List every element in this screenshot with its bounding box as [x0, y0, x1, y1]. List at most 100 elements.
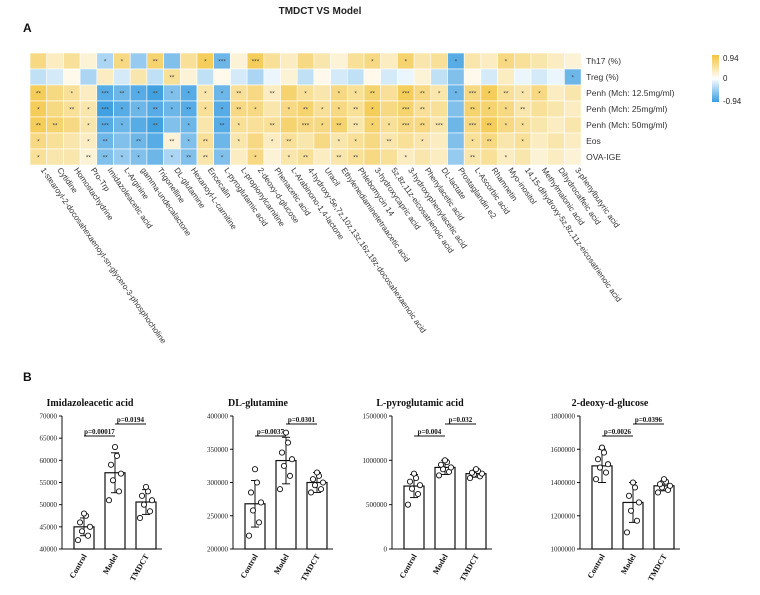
heatmap-cell [246, 116, 265, 134]
data-point [437, 461, 445, 468]
significance-mark: * [371, 59, 374, 66]
y-tick-label: 200000 [207, 546, 229, 554]
heatmap-cell [63, 116, 81, 134]
heatmap-cell [163, 52, 181, 70]
data-point [282, 429, 290, 436]
data-point [142, 483, 150, 490]
heatmap-cell [480, 52, 498, 70]
significance-mark: * [221, 107, 224, 114]
heatmap-cell [564, 84, 582, 102]
significance-mark: ** [487, 123, 493, 130]
data-point [635, 499, 643, 506]
data-point [404, 501, 412, 508]
heatmap-cell [230, 148, 248, 166]
data-point [623, 529, 631, 536]
heatmap-cell [430, 52, 448, 70]
heatmap-cell [313, 148, 331, 166]
significance-mark: * [204, 107, 207, 114]
data-point [625, 492, 633, 499]
heatmap-cell [313, 68, 331, 86]
heatmap-cell [547, 148, 565, 166]
heatmap-cell [547, 68, 565, 86]
data-point [592, 476, 600, 483]
heatmap-cell [547, 100, 565, 118]
significance-mark: * [505, 107, 508, 114]
significance-mark: ** [270, 91, 276, 98]
category-label: Model [431, 552, 450, 576]
heatmap-cell [564, 52, 582, 70]
significance-mark: ** [286, 139, 292, 146]
significance-mark: * [171, 107, 174, 114]
heatmap-cell [430, 132, 448, 150]
significance-mark: *** [469, 91, 477, 98]
heatmap-cell [63, 68, 81, 86]
significance-mark: * [187, 123, 190, 130]
significance-mark: ** [103, 155, 109, 162]
heatmap-cell [313, 52, 331, 70]
y-tick-label: 1800000 [551, 413, 576, 421]
heatmap-cell [363, 132, 382, 150]
significance-mark: ** [153, 91, 159, 98]
y-tick-label: 40000 [40, 546, 58, 554]
heatmap-cell [380, 148, 398, 166]
significance-mark: *** [101, 107, 109, 114]
y-tick-label: 350000 [207, 446, 229, 454]
significance-mark: * [354, 139, 357, 146]
heatmap-cell [196, 68, 215, 86]
heatmap-cell [330, 68, 348, 86]
heatmap-cell [246, 132, 265, 150]
data-point [466, 475, 474, 482]
figure-title: TMDCT VS Model [279, 6, 362, 17]
significance-mark: * [338, 139, 341, 146]
significance-mark: * [371, 107, 374, 114]
data-point [278, 449, 286, 456]
data-point [109, 477, 117, 484]
significance-mark: * [70, 91, 73, 98]
data-point [148, 497, 156, 504]
heatmap-cell [129, 68, 148, 86]
data-point [307, 489, 315, 496]
y-tick-label: 1200000 [551, 512, 576, 520]
significance-mark: *** [402, 123, 410, 130]
bar-chart-2: DL-glutamine 200000 250000 300000 350000 4000… [207, 398, 333, 583]
y-tick-label: 250000 [207, 512, 229, 520]
significance-mark: ** [136, 139, 142, 146]
heatmap-cell [63, 52, 81, 70]
p-value-label: p=0.0194 [117, 416, 145, 424]
data-point [309, 476, 317, 483]
data-point [633, 517, 641, 524]
data-point [117, 470, 125, 477]
significance-mark: ** [203, 139, 209, 146]
data-point [74, 537, 82, 544]
significance-mark: * [221, 91, 224, 98]
heatmap-cell [79, 68, 98, 86]
significance-mark: * [121, 59, 124, 66]
heatmap-cell [280, 68, 298, 86]
significance-mark: * [237, 139, 240, 146]
heatmap-cell [513, 148, 532, 166]
data-point [596, 464, 604, 471]
p-value-label: p=0.0026 [604, 428, 632, 436]
significance-mark: * [87, 107, 90, 114]
heatmap-cell [129, 116, 148, 134]
significance-mark: * [455, 91, 458, 98]
heatmap-cell [146, 148, 164, 166]
data-point [656, 481, 664, 488]
y-tick-label: 400000 [207, 413, 229, 421]
significance-mark: ** [420, 107, 426, 114]
heatmap-cell [497, 68, 515, 86]
data-point [138, 492, 146, 499]
p-value-label: p=0.0301 [288, 416, 316, 424]
heatmap-cell [547, 84, 565, 102]
panel-b-label: B [23, 370, 32, 384]
significance-mark: * [505, 123, 508, 130]
data-point [140, 501, 148, 508]
bar-chart-3: L-pyroglutamic acid 0 500000 1000000 1500000… [363, 398, 492, 583]
heatmap-cell [380, 84, 398, 102]
significance-mark: * [371, 123, 374, 130]
significance-mark: * [87, 123, 90, 130]
significance-mark: * [571, 75, 574, 82]
significance-mark: ** [36, 91, 42, 98]
significance-mark: ** [69, 107, 75, 114]
significance-mark: *** [435, 123, 443, 130]
